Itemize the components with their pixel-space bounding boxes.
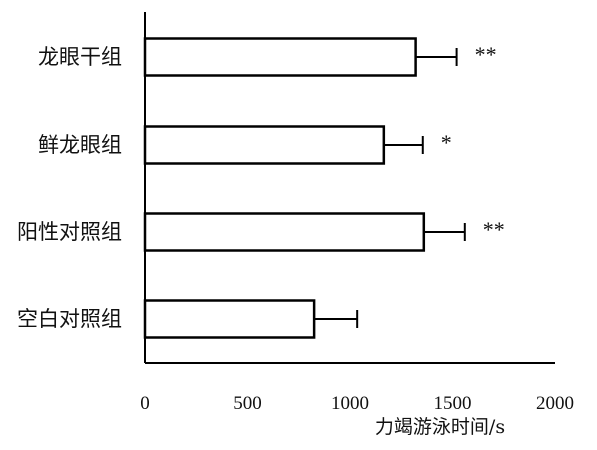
- category-labels: 空白对照组 阳性对照组 鲜龙眼组 龙眼干组: [17, 45, 122, 331]
- category-label-1: 阳性对照组: [17, 220, 122, 244]
- x-tick-label-1: 500: [233, 393, 262, 414]
- x-tick-label-4: 2000: [536, 393, 574, 414]
- error-bars-layer: [314, 48, 466, 328]
- x-tick-label-2: 1000: [331, 393, 369, 414]
- x-tick-label-0: 0: [140, 393, 150, 414]
- bar-3: [143, 37, 417, 77]
- axes-layer: [144, 12, 555, 364]
- category-label-3: 龙眼干组: [38, 45, 122, 69]
- category-label-0: 空白对照组: [17, 307, 122, 331]
- x-tick-labels: 0 500 1000 1500 2000: [140, 393, 574, 414]
- significance-labels: *****: [441, 42, 505, 242]
- significance-label-1: **: [483, 217, 505, 242]
- bars-layer: [143, 37, 426, 339]
- bar-2: [143, 125, 386, 165]
- bar-0: [143, 299, 316, 339]
- significance-label-3: **: [475, 42, 497, 67]
- category-label-2: 鲜龙眼组: [38, 133, 122, 157]
- significance-label-2: *: [441, 130, 452, 155]
- x-tick-label-3: 1500: [434, 393, 472, 414]
- bar-1: [143, 212, 426, 252]
- x-axis-title: 力竭游泳时间/s: [375, 416, 505, 438]
